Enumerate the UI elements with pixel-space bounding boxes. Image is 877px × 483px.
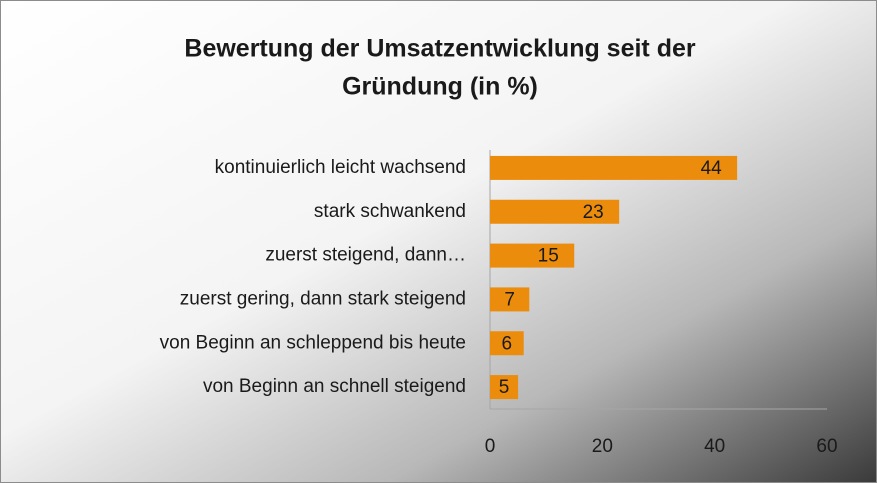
bar [490,287,530,312]
x-tick-label: 40 [704,436,725,457]
data-label: 44 [701,158,723,179]
y-tick-label: kontinuierlich leicht wachsend [215,157,466,178]
bar [490,199,620,224]
bar [490,155,738,180]
data-label: 6 [502,333,513,354]
bar [490,331,524,356]
data-label: 15 [538,246,559,267]
data-label: 5 [499,377,510,398]
y-tick-label: von Beginn an schnell steigend [203,376,466,397]
y-tick-label: zuerst steigend, dann… [265,245,466,266]
x-tick-label: 60 [816,436,837,457]
x-tick-label: 20 [592,436,613,457]
y-tick-label: von Beginn an schleppend bis heute [160,332,466,353]
x-tick-label: 0 [485,436,496,457]
data-label: 23 [583,202,604,223]
y-tick-label: zuerst gering, dann stark steigend [180,288,466,309]
y-tick-label: stark schwankend [314,201,466,222]
data-label: 7 [504,289,515,310]
chart-title: Bewertung der Umsatzentwicklung seit der [184,35,695,63]
bar [490,375,519,400]
chart-title: Gründung (in %) [342,73,538,101]
bar [490,243,575,268]
